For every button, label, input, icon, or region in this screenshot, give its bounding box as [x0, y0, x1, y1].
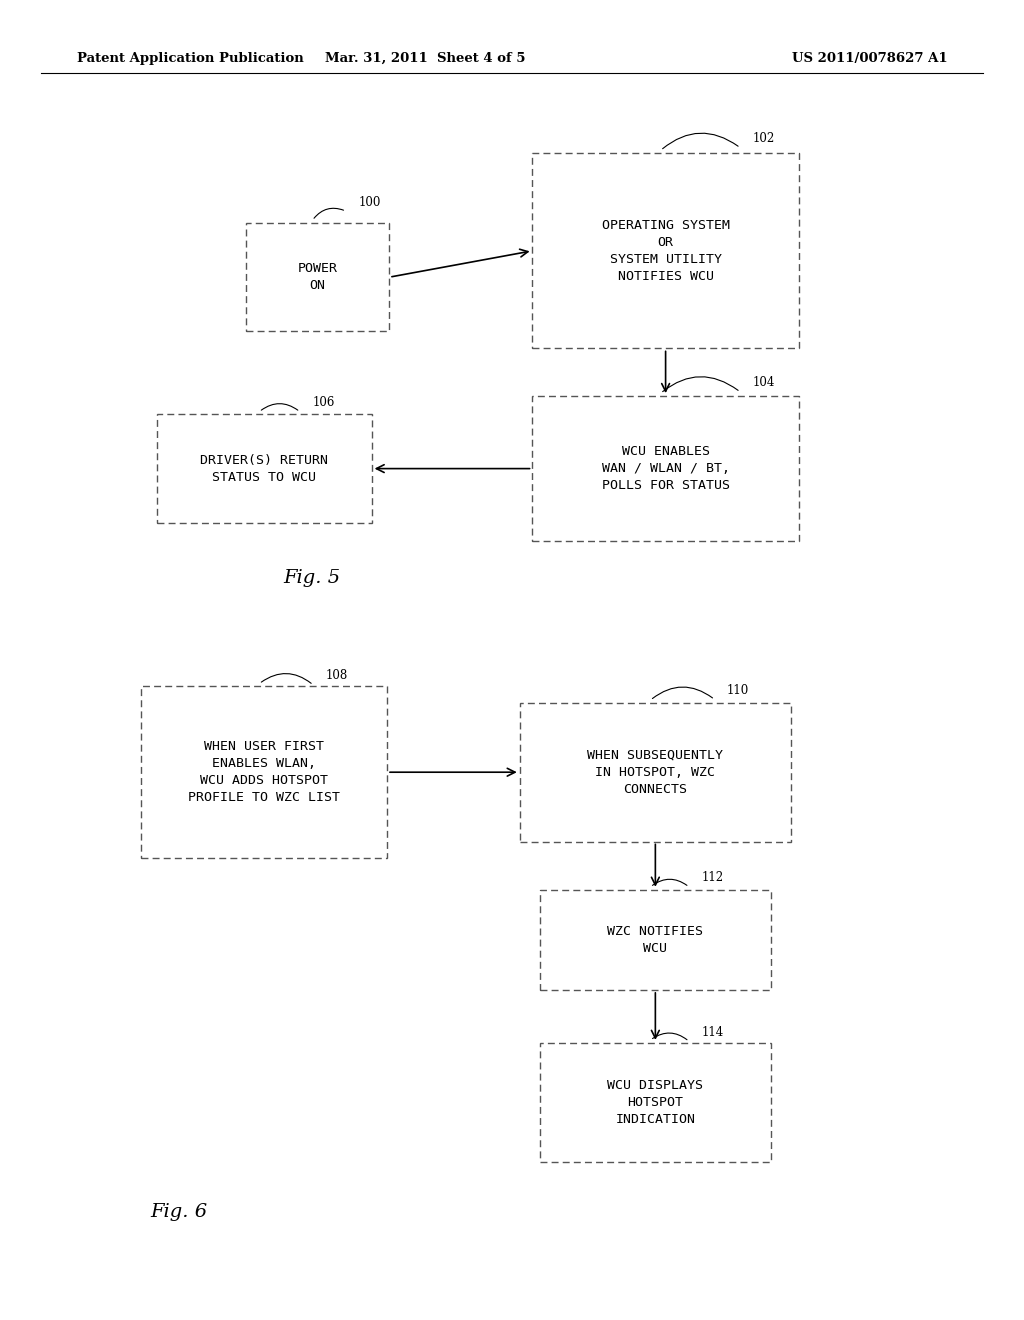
Text: Fig. 5: Fig. 5 [284, 569, 341, 587]
Text: 114: 114 [701, 1026, 724, 1039]
Bar [541, 890, 770, 990]
Text: WCU ENABLES
WAN / WLAN / BT,
POLLS FOR STATUS: WCU ENABLES WAN / WLAN / BT, POLLS FOR S… [602, 445, 729, 492]
Text: 102: 102 [753, 132, 775, 145]
Bar [541, 1043, 770, 1162]
Text: 108: 108 [326, 669, 348, 682]
Bar [157, 414, 372, 523]
Text: WHEN SUBSEQUENTLY
IN HOTSPOT, WZC
CONNECTS: WHEN SUBSEQUENTLY IN HOTSPOT, WZC CONNEC… [588, 748, 723, 796]
Bar [532, 153, 799, 348]
Bar [532, 396, 799, 541]
Text: WCU DISPLAYS
HOTSPOT
INDICATION: WCU DISPLAYS HOTSPOT INDICATION [607, 1078, 703, 1126]
Text: Fig. 6: Fig. 6 [151, 1203, 208, 1221]
Bar [520, 704, 792, 842]
Text: Patent Application Publication: Patent Application Publication [77, 51, 303, 65]
Text: POWER
ON: POWER ON [297, 263, 338, 292]
Text: 112: 112 [701, 871, 724, 884]
Text: 110: 110 [727, 684, 750, 697]
Text: WZC NOTIFIES
WCU: WZC NOTIFIES WCU [607, 925, 703, 954]
Text: 106: 106 [312, 396, 335, 409]
Text: 100: 100 [358, 195, 381, 209]
Text: OPERATING SYSTEM
OR
SYSTEM UTILITY
NOTIFIES WCU: OPERATING SYSTEM OR SYSTEM UTILITY NOTIF… [602, 219, 729, 282]
Text: 104: 104 [753, 376, 775, 389]
Text: DRIVER(S) RETURN
STATUS TO WCU: DRIVER(S) RETURN STATUS TO WCU [201, 454, 328, 483]
Text: US 2011/0078627 A1: US 2011/0078627 A1 [792, 51, 947, 65]
Bar [141, 686, 387, 858]
Bar [246, 223, 389, 331]
Text: WHEN USER FIRST
ENABLES WLAN,
WCU ADDS HOTSPOT
PROFILE TO WZC LIST: WHEN USER FIRST ENABLES WLAN, WCU ADDS H… [188, 741, 340, 804]
Text: Mar. 31, 2011  Sheet 4 of 5: Mar. 31, 2011 Sheet 4 of 5 [325, 51, 525, 65]
